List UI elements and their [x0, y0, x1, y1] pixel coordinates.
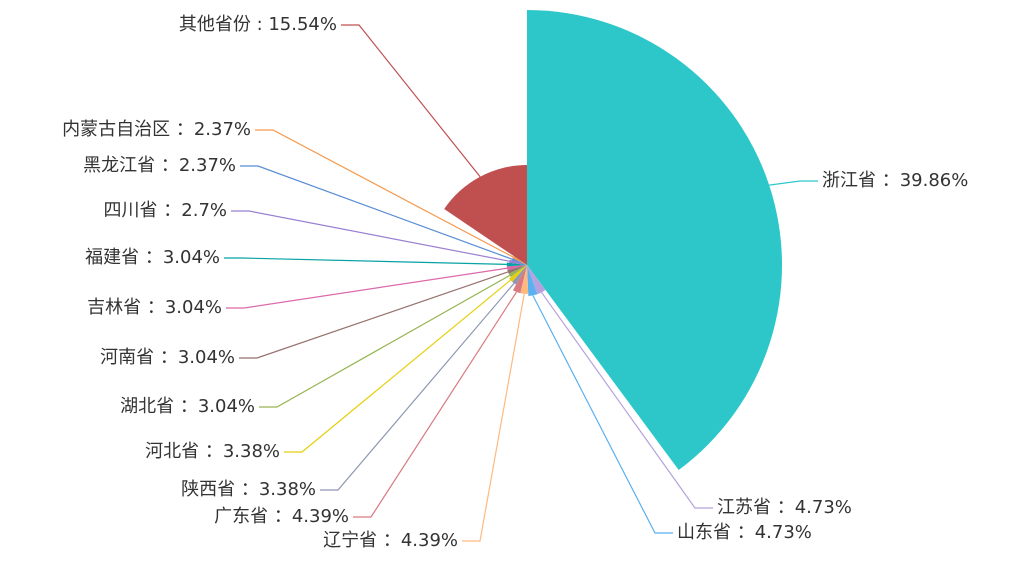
leader-line [224, 257, 507, 265]
leader-line [541, 292, 713, 509]
data-label: 黑龙江省 ：2.37% [83, 155, 236, 176]
leader-line [226, 267, 508, 309]
rose-slice [507, 265, 527, 274]
leader-line [341, 24, 481, 178]
data-label: 内蒙古自治区 ：2.37% [62, 119, 251, 140]
rose-slice [527, 265, 538, 297]
rose-slice [511, 258, 527, 265]
leader-line [255, 129, 514, 258]
rose-slice [508, 265, 527, 278]
data-label: 江苏省 ：4.73% [717, 497, 852, 518]
leader-line [284, 279, 511, 453]
data-label: 福建省 ：3.04% [85, 247, 220, 268]
data-label: 吉林省 ：3.04% [87, 297, 222, 318]
data-label: 陕西省 ：3.38% [181, 479, 316, 500]
rose-slice [506, 262, 527, 267]
data-label: 其他省份 : 15.54% [179, 14, 337, 35]
rose-slice [512, 256, 527, 265]
leader-line [231, 210, 510, 262]
rose-slice [512, 265, 527, 285]
leader-line [532, 295, 673, 534]
leader-line [320, 282, 515, 491]
rose-slice [527, 10, 782, 470]
rose-slice [520, 265, 529, 294]
rose-slice [508, 265, 527, 282]
rose-slice [527, 265, 546, 295]
data-label: 广东省 ：4.39% [214, 506, 349, 527]
rose-slice [506, 265, 527, 271]
rose-slice [509, 259, 527, 265]
data-label: 浙江省 ：39.86% [822, 170, 968, 191]
leader-line [769, 180, 818, 186]
rose-slice [512, 265, 527, 294]
data-label: 湖北省 ：3.04% [120, 396, 255, 417]
leader-line [239, 271, 509, 359]
data-label: 河北省 ：3.38% [145, 441, 280, 462]
leader-line [259, 274, 510, 408]
leader-line [462, 293, 525, 542]
leader-line [353, 291, 518, 518]
data-label: 河南省 ：3.04% [100, 347, 235, 368]
data-label: 四川省 ：2.7% [104, 200, 227, 221]
data-label: 山东省 ：4.73% [677, 522, 812, 543]
leader-line [240, 165, 513, 260]
data-label: 辽宁省 ：4.39% [323, 530, 458, 551]
rose-slice [444, 165, 527, 265]
